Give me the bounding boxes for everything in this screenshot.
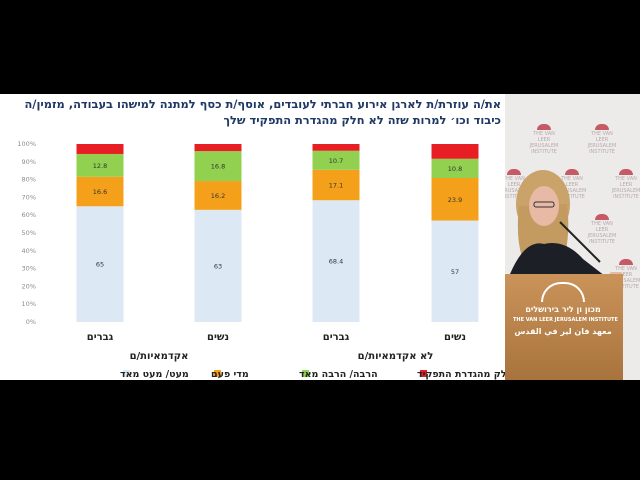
category-label: נשים xyxy=(207,332,229,343)
data-label: 10.8 xyxy=(448,165,462,173)
legend-swatch xyxy=(123,370,130,377)
y-tick-label: 90% xyxy=(22,158,36,166)
y-tick-label: 70% xyxy=(22,193,36,201)
slide-title: את/ה עוזרת/ת לארגן אירוע חברתי לעובדים, … xyxy=(24,97,501,127)
wall-logo: THE VAN LEER JERUSALEM INSTITUTE xyxy=(555,169,589,200)
legend-label: מעט/ מעט מאד xyxy=(120,369,189,380)
bar-segment xyxy=(431,177,479,221)
category-label: גברים xyxy=(323,332,350,343)
wall-logo: THE VAN LEER JERUSALEM INSTITUTE xyxy=(585,214,619,245)
y-tick-label: 50% xyxy=(22,229,36,237)
wall-logo: THE VAN LEER JERUSALEM INSTITUTE xyxy=(505,169,531,200)
bar-segment xyxy=(76,206,124,322)
data-label: 12.8 xyxy=(93,162,107,170)
bar-segment xyxy=(194,151,242,182)
bar-segment xyxy=(312,150,360,170)
van-leer-logo: מכון ון ליר בירושלים THE VAN LEER JERUSA… xyxy=(513,282,618,362)
data-label: 10.7 xyxy=(329,157,343,165)
data-label: 68.4 xyxy=(329,258,343,266)
video-speaker-area: THE VAN LEER JERUSALEM INSTITUTE THE VAN… xyxy=(505,94,640,380)
bar-segment xyxy=(194,181,242,210)
wall-logo: THE VAN LEER JERUSALEM INSTITUTE xyxy=(585,124,619,155)
bar-segment xyxy=(431,220,479,322)
bar-segment xyxy=(312,144,360,151)
data-label: 57 xyxy=(451,268,459,276)
bar-segment xyxy=(312,200,360,322)
data-label: 63 xyxy=(214,262,222,270)
legend-swatch xyxy=(214,370,221,377)
bar-segment xyxy=(194,144,242,152)
legend-label: חלק מהגדרת התפקיד xyxy=(417,369,505,380)
group-label: לא אקדמאיות/ם xyxy=(358,351,434,362)
podium: מכון ון ליר בירושלים THE VAN LEER JERUSA… xyxy=(505,274,623,380)
group-label: אקדמאיות/ם xyxy=(130,351,189,362)
speaker-figure xyxy=(510,170,623,284)
y-tick-label: 20% xyxy=(22,282,36,290)
bar-segment xyxy=(431,158,479,178)
y-tick-label: 60% xyxy=(22,211,36,219)
legend-label: מדי פעם xyxy=(211,369,249,380)
data-label: 16.6 xyxy=(93,188,107,196)
category-label: גברים xyxy=(87,332,114,343)
wall-logo: THE VAN LEER JERUSALEM INSTITUTE xyxy=(527,124,561,155)
bar-segment xyxy=(76,176,124,207)
bar-segment xyxy=(431,144,479,159)
wall-logo: THE VAN LEER JERUSALEM INSTITUTE xyxy=(609,169,640,200)
presentation-slide: את/ה עוזרת/ת לארגן אירוע חברתי לעובדים, … xyxy=(0,94,505,380)
data-label: 16.8 xyxy=(211,163,225,171)
legend-swatch xyxy=(302,370,309,377)
bar-segment xyxy=(194,209,242,322)
y-tick-label: 80% xyxy=(22,176,36,184)
data-label: 16.2 xyxy=(211,192,225,200)
legend-label: הרבה/ הרבה מאד xyxy=(299,369,378,380)
category-label: נשים xyxy=(444,332,466,343)
y-tick-label: 100% xyxy=(17,140,36,148)
bar-segment xyxy=(312,169,360,201)
y-tick-label: 30% xyxy=(22,265,36,273)
y-tick-label: 40% xyxy=(22,247,36,255)
bar-segment xyxy=(76,153,124,177)
stacked-bar-chart: 0% 10% 20% 30% 40% 50% 60% 70% 80% 90% 100% 65 16.6 1… xyxy=(17,140,505,380)
data-label: 23.9 xyxy=(448,196,462,204)
bar-segment xyxy=(76,144,124,154)
y-tick-label: 0% xyxy=(26,318,36,326)
data-label: 17.1 xyxy=(329,182,343,190)
data-label: 65 xyxy=(96,261,104,269)
y-tick-label: 10% xyxy=(22,300,36,308)
wall-logo: THE VAN LEER JERUSALEM INSTITUTE xyxy=(609,259,640,290)
legend-swatch xyxy=(420,370,427,377)
